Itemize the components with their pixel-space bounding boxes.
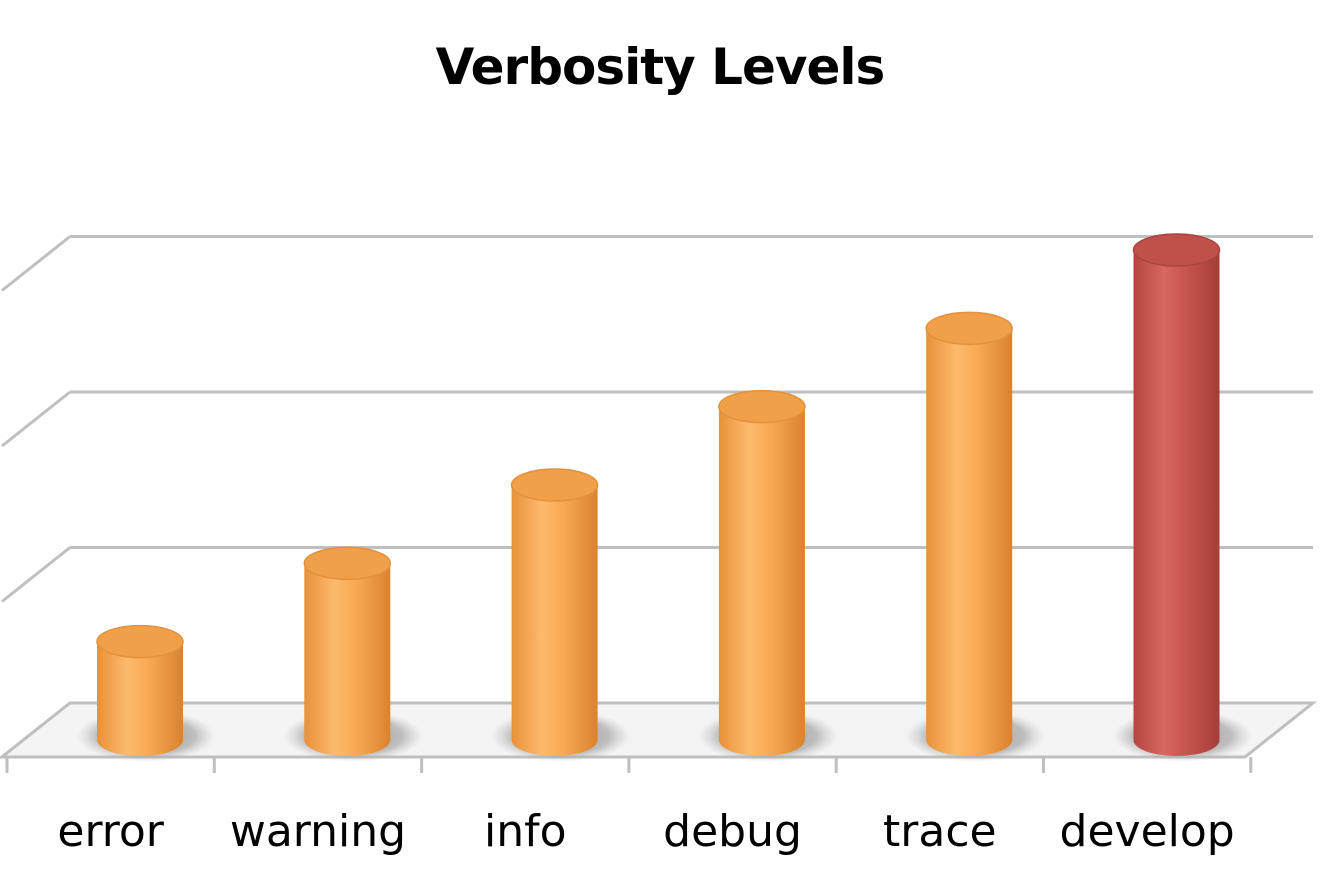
bar-cap	[303, 546, 392, 581]
bar-body	[718, 406, 805, 756]
x-tick-label: debug	[663, 806, 802, 857]
bar-body	[304, 563, 391, 756]
bar-body	[1133, 250, 1220, 756]
bars	[76, 233, 1253, 762]
bar-cap	[1132, 233, 1221, 267]
bar-develop	[1112, 233, 1253, 762]
bar-cap	[718, 389, 806, 424]
bar-body	[511, 485, 598, 756]
x-axis-labels: error warning info debug trace develop	[57, 806, 1234, 857]
bar-warning	[283, 546, 424, 762]
bar-debug	[697, 389, 838, 762]
bar-info	[490, 468, 631, 762]
bar-cap	[96, 624, 184, 659]
gridlines	[1, 235, 1313, 759]
bar-body	[97, 641, 183, 756]
x-tick-label: warning	[230, 806, 406, 857]
x-tick-label: error	[57, 806, 164, 857]
bar-error	[76, 624, 216, 762]
gridline-depth	[1, 390, 71, 448]
x-tick-label: info	[484, 806, 567, 857]
bar-trace	[905, 311, 1046, 762]
bar-cap	[510, 468, 599, 502]
gridline-depth	[1, 546, 71, 603]
chart-title: Verbosity Levels	[435, 38, 886, 96]
bar-cap	[925, 311, 1013, 346]
bar-body	[926, 328, 1013, 756]
gridline-depth	[1, 235, 71, 292]
x-tick-label: develop	[1060, 806, 1235, 857]
x-tick-label: trace	[883, 806, 997, 857]
